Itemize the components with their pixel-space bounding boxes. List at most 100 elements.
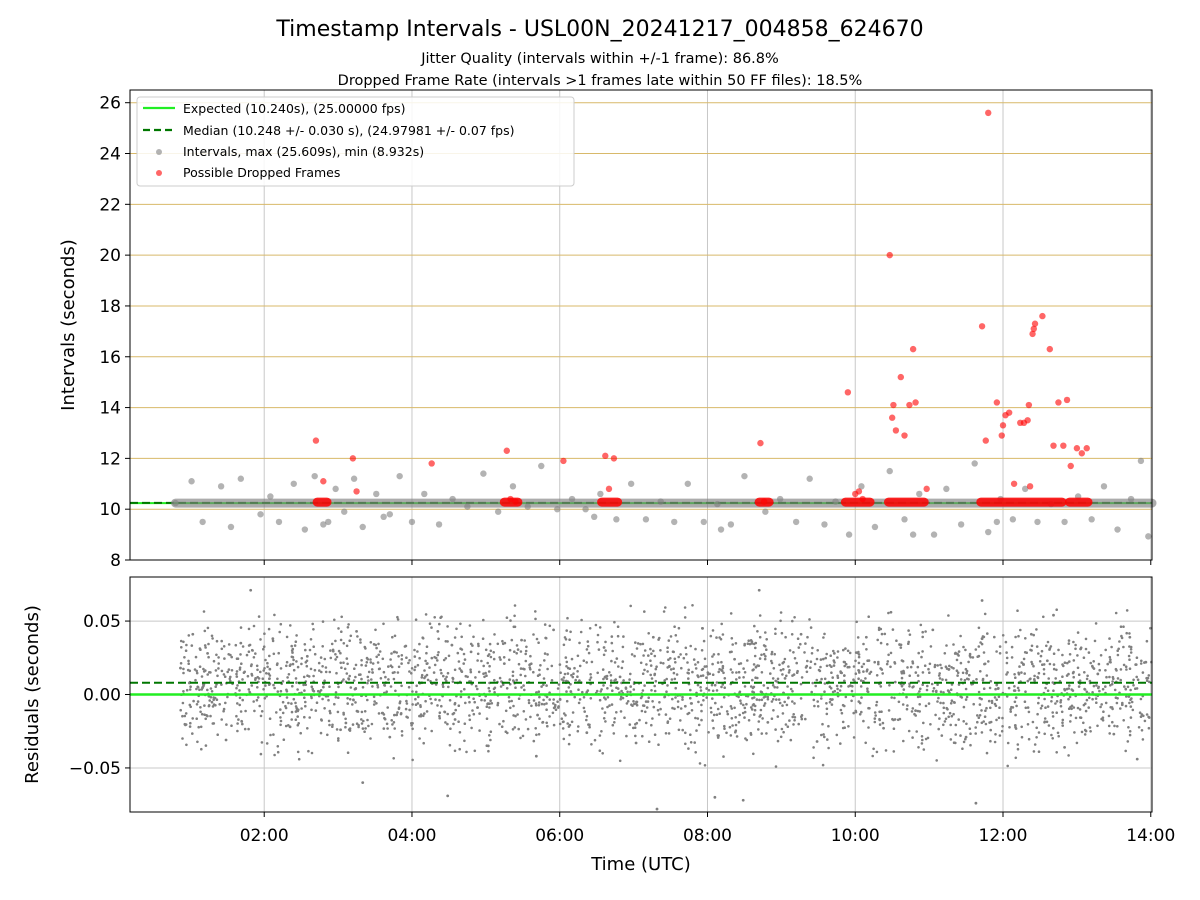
residual-point bbox=[667, 639, 671, 642]
residual-point bbox=[303, 643, 307, 646]
residual-point bbox=[1135, 757, 1139, 761]
interval-point bbox=[762, 508, 769, 515]
residual-point bbox=[291, 662, 295, 666]
dropped-point bbox=[886, 251, 893, 259]
residual-point bbox=[210, 690, 214, 693]
interval-point bbox=[449, 495, 456, 503]
residual-point bbox=[460, 635, 464, 639]
residual-point bbox=[264, 658, 267, 662]
residual-point bbox=[441, 683, 445, 686]
residual-point bbox=[921, 738, 924, 742]
residual-point bbox=[993, 635, 996, 639]
residual-point bbox=[434, 656, 438, 660]
residual-point bbox=[945, 706, 948, 710]
residual-point bbox=[879, 685, 883, 688]
residual-point bbox=[1113, 724, 1116, 728]
residual-point bbox=[581, 690, 584, 694]
residual-point bbox=[1126, 740, 1130, 743]
residual-point bbox=[411, 703, 414, 706]
residual-point bbox=[950, 699, 954, 702]
residual-point bbox=[711, 673, 715, 676]
residual-point bbox=[248, 643, 252, 647]
residual-point bbox=[928, 662, 932, 666]
residual-point bbox=[191, 632, 195, 636]
residual-point bbox=[1066, 661, 1069, 665]
residual-point bbox=[1026, 706, 1030, 709]
residual-point bbox=[391, 723, 394, 726]
residual-point bbox=[1104, 701, 1108, 705]
residual-point bbox=[748, 642, 752, 646]
residual-point bbox=[913, 712, 916, 716]
residual-point bbox=[1059, 699, 1063, 702]
residual-point bbox=[542, 677, 546, 680]
residual-point bbox=[179, 708, 182, 712]
residual-point bbox=[585, 648, 589, 651]
residual-point bbox=[539, 664, 542, 667]
residual-point bbox=[383, 684, 387, 687]
residual-point bbox=[610, 641, 614, 645]
residual-point bbox=[374, 643, 378, 647]
residual-point bbox=[1022, 657, 1026, 661]
residual-point bbox=[664, 713, 668, 716]
dropped-point bbox=[1025, 401, 1033, 409]
interval-point bbox=[1009, 516, 1017, 523]
residual-point bbox=[413, 648, 416, 652]
residual-point bbox=[989, 720, 993, 724]
residual-point bbox=[1088, 726, 1092, 729]
x-tick-label: 12:00 bbox=[979, 826, 1028, 846]
interval-point bbox=[717, 526, 725, 533]
residual-point bbox=[529, 654, 532, 658]
residual-point bbox=[821, 722, 824, 726]
interval-point bbox=[597, 490, 604, 498]
residual-point bbox=[669, 635, 673, 638]
interval-point bbox=[188, 478, 195, 485]
residual-point bbox=[787, 665, 790, 668]
dropped-point bbox=[1026, 483, 1034, 490]
intervals-grid bbox=[130, 90, 1152, 560]
residual-point bbox=[452, 711, 456, 715]
residual-point bbox=[646, 670, 649, 673]
dropped-point bbox=[560, 457, 567, 465]
residual-point bbox=[378, 650, 382, 653]
residual-point bbox=[730, 707, 734, 710]
interval-point bbox=[509, 483, 517, 490]
residual-point bbox=[360, 663, 363, 667]
residual-point bbox=[1085, 677, 1089, 681]
residual-point bbox=[287, 724, 290, 727]
residual-point bbox=[250, 648, 254, 652]
residual-point bbox=[1128, 632, 1131, 635]
residual-point bbox=[370, 678, 373, 681]
residual-point bbox=[1046, 705, 1050, 708]
residual-point bbox=[337, 737, 340, 740]
residual-point bbox=[440, 671, 443, 675]
residual-point bbox=[765, 648, 768, 651]
residual-point bbox=[590, 660, 594, 664]
residual-point bbox=[446, 640, 449, 643]
residual-point bbox=[238, 689, 241, 692]
residual-point bbox=[296, 715, 300, 718]
residual-point bbox=[287, 673, 291, 676]
residual-point bbox=[334, 696, 338, 699]
residual-point bbox=[957, 683, 961, 686]
residual-point bbox=[356, 710, 360, 713]
residual-point bbox=[321, 620, 325, 623]
residual-point bbox=[700, 668, 704, 672]
residual-point bbox=[756, 664, 759, 667]
residual-point bbox=[935, 689, 938, 693]
residual-point bbox=[1033, 674, 1036, 678]
residual-point bbox=[292, 658, 295, 662]
residual-point bbox=[944, 717, 948, 721]
residual-point bbox=[762, 652, 766, 656]
residual-point bbox=[943, 652, 947, 655]
residual-point bbox=[696, 674, 699, 677]
residual-point bbox=[770, 659, 773, 663]
residual-point bbox=[266, 665, 269, 669]
interval-point bbox=[554, 505, 561, 513]
residual-point bbox=[1095, 701, 1098, 704]
residual-point bbox=[304, 704, 307, 708]
residual-point bbox=[774, 765, 778, 768]
residual-point bbox=[843, 660, 847, 664]
residual-point bbox=[309, 638, 313, 641]
residual-point bbox=[1016, 686, 1020, 690]
residual-point bbox=[517, 727, 520, 731]
